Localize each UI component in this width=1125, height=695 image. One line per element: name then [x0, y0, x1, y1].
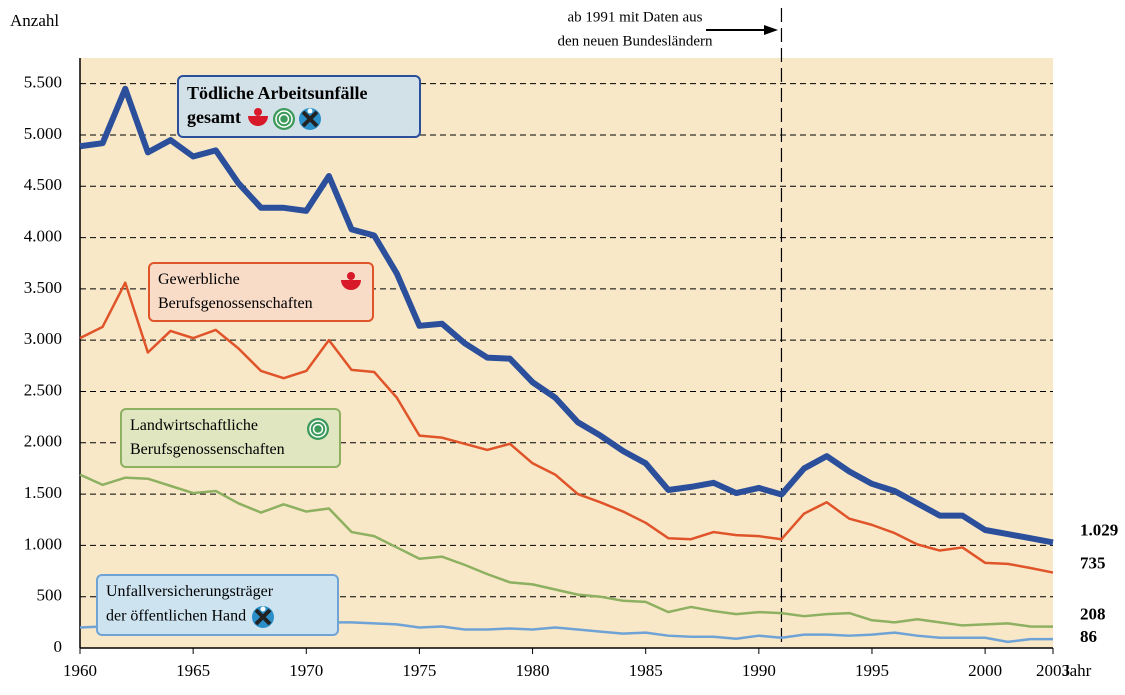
annotation: den neuen Bundesländern: [558, 33, 713, 49]
x-tick-label: 1965: [176, 661, 210, 680]
y-axis-label: Anzahl: [10, 11, 59, 30]
x-tick-label: 1970: [289, 661, 323, 680]
legend-entry: Gewerbliche Berufsgenossenschaften: [148, 262, 374, 322]
legend-entry: Landwirtschaftliche Berufsgenossenschaft…: [120, 408, 341, 468]
y-tick-label: 4.500: [24, 175, 62, 194]
y-tick-label: 1.000: [24, 534, 62, 553]
y-tick-label: 500: [37, 586, 63, 605]
y-tick-label: 1.500: [24, 483, 62, 502]
value-label: 208: [1080, 605, 1106, 624]
y-tick-label: 5.500: [24, 73, 62, 92]
y-tick-label: 2.000: [24, 432, 62, 451]
x-tick-label: 1990: [742, 661, 776, 680]
y-tick-label: 4.000: [24, 226, 62, 245]
y-tick-label: 2.500: [24, 380, 62, 399]
legend-text: Tödliche Arbeitsunfälle gesamt: [187, 83, 368, 127]
y-tick-label: 0: [54, 637, 63, 656]
line: [79, 85, 1054, 546]
x-axis-label: Jahr: [1063, 661, 1092, 680]
x-tick-label: 2003: [1036, 661, 1070, 680]
legend-text: Unfallversicherungsträger der öffentlich…: [106, 583, 274, 625]
y-tick-label: 5.000: [24, 124, 62, 143]
value-label: 735: [1080, 553, 1106, 572]
legend-text: Landwirtschaftliche Berufsgenossenschaft…: [130, 417, 285, 458]
x-tick-label: 1980: [516, 661, 550, 680]
value-label: 86: [1080, 627, 1097, 646]
line: [79, 281, 1054, 574]
y-tick-label: 3.000: [24, 329, 62, 348]
x-tick-label: 1975: [402, 661, 436, 680]
x-tick-label: 1960: [63, 661, 97, 680]
legend-entry: Tödliche Arbeitsunfälle gesamt: [177, 75, 421, 138]
plot-area: [80, 58, 1053, 648]
annotation: ab 1991 mit Daten aus: [568, 9, 703, 25]
y-tick-label: 3.500: [24, 278, 62, 297]
x-tick-label: 1985: [629, 661, 663, 680]
x-tick-label: 1995: [855, 661, 889, 680]
arrow-head: [764, 25, 778, 35]
value-label: 1.029: [1080, 520, 1118, 539]
line: [79, 473, 1054, 628]
x-tick-label: 2000: [968, 661, 1002, 680]
legend-text: Gewerbliche Berufsgenossenschaften: [158, 271, 313, 312]
legend-entry: Unfallversicherungsträger der öffentlich…: [96, 574, 339, 636]
